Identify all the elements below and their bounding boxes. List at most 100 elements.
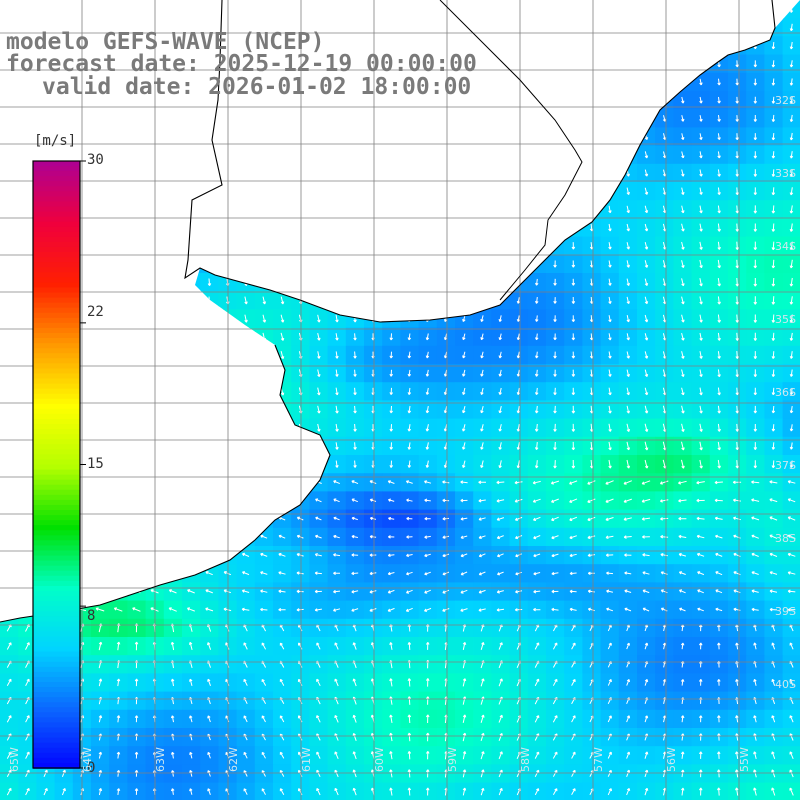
speed-cell bbox=[254, 236, 274, 256]
wind-arrow bbox=[95, 571, 105, 575]
speed-cell bbox=[109, 527, 128, 547]
speed-cell bbox=[455, 127, 474, 147]
speed-cell bbox=[254, 491, 274, 511]
wind-arrow bbox=[407, 168, 411, 178]
wind-arrow bbox=[280, 405, 285, 414]
wind-arrow bbox=[443, 168, 448, 178]
wind-arrow bbox=[425, 150, 430, 160]
speed-cell bbox=[309, 273, 329, 292]
wind-arrow bbox=[589, 114, 594, 123]
wind-arrow bbox=[207, 114, 212, 123]
wind-arrow bbox=[116, 278, 120, 286]
wind-arrow bbox=[244, 169, 248, 177]
wind-arrow bbox=[262, 442, 267, 450]
wind-arrow bbox=[7, 460, 11, 468]
wind-arrow bbox=[589, 96, 594, 104]
speed-cell bbox=[109, 455, 128, 474]
speed-cell bbox=[236, 382, 256, 401]
speed-cell bbox=[127, 254, 147, 274]
wind-arrow bbox=[262, 224, 266, 232]
colorbar-tick-15: 15 bbox=[87, 456, 104, 472]
wind-arrow bbox=[262, 5, 266, 13]
speed-cell bbox=[546, 218, 565, 238]
speed-cell bbox=[400, 200, 420, 219]
speed-cell bbox=[182, 291, 201, 310]
speed-cell bbox=[273, 455, 292, 474]
wind-arrow bbox=[571, 151, 576, 159]
wind-arrow bbox=[589, 41, 594, 50]
wind-arrow bbox=[317, 169, 321, 177]
speed-cell bbox=[200, 200, 219, 219]
wind-arrow bbox=[589, 78, 594, 86]
colorbar-segment bbox=[33, 499, 80, 506]
wind-arrow bbox=[498, 132, 502, 141]
wind-arrow bbox=[132, 480, 141, 485]
speed-cell bbox=[200, 236, 219, 256]
wind-arrow bbox=[571, 41, 576, 50]
speed-cell bbox=[91, 236, 110, 256]
speed-cell bbox=[91, 509, 110, 529]
wind-arrow bbox=[626, 60, 630, 68]
wind-arrow bbox=[189, 278, 193, 286]
wind-arrow bbox=[280, 205, 285, 214]
wind-arrow bbox=[171, 242, 175, 250]
wind-arrow bbox=[171, 114, 175, 123]
wind-arrow bbox=[443, 23, 448, 32]
wind-arrow bbox=[681, 5, 685, 13]
wind-arrow bbox=[207, 405, 212, 414]
speed-cell bbox=[600, 54, 620, 74]
speed-cell bbox=[273, 254, 292, 274]
speed-cell bbox=[364, 200, 383, 219]
colorbar-segment bbox=[33, 353, 80, 360]
speed-cell bbox=[382, 273, 401, 292]
speed-cell bbox=[236, 127, 256, 147]
speed-cell bbox=[0, 345, 19, 365]
wind-arrow bbox=[98, 278, 102, 286]
wind-arrow bbox=[516, 41, 521, 50]
colorbar-segment bbox=[33, 752, 80, 759]
speed-cell bbox=[400, 273, 420, 292]
speed-cell bbox=[364, 254, 383, 274]
wind-arrow bbox=[7, 260, 11, 268]
wind-arrow bbox=[480, 114, 484, 123]
speed-cell bbox=[254, 0, 274, 19]
wind-arrow bbox=[425, 278, 430, 286]
wind-arrow bbox=[553, 41, 557, 50]
wind-arrow bbox=[152, 260, 157, 268]
wind-arrow bbox=[116, 369, 120, 377]
wind-arrow bbox=[389, 223, 393, 232]
wind-arrow bbox=[480, 5, 484, 13]
wind-arrow bbox=[134, 405, 138, 414]
wind-arrow bbox=[5, 480, 13, 485]
wind-arrow bbox=[534, 260, 539, 268]
wind-arrow bbox=[278, 498, 286, 503]
wind-arrow bbox=[134, 132, 138, 141]
colorbar-segment bbox=[33, 494, 80, 501]
wind-arrow bbox=[134, 369, 138, 378]
speed-cell bbox=[54, 0, 74, 19]
speed-cell bbox=[746, 0, 765, 19]
wind-arrow bbox=[207, 369, 212, 378]
wind-arrow bbox=[335, 187, 339, 196]
wind-arrow bbox=[7, 333, 11, 341]
speed-cell bbox=[491, 236, 511, 256]
wind-arrow bbox=[25, 77, 29, 87]
speed-cell bbox=[163, 200, 183, 219]
speed-cell bbox=[382, 0, 401, 19]
wind-arrow bbox=[187, 480, 195, 485]
wind-arrow bbox=[608, 169, 612, 177]
wind-arrow bbox=[735, 42, 739, 50]
speed-cell bbox=[527, 127, 547, 147]
wind-arrow bbox=[498, 223, 502, 232]
speed-cell bbox=[400, 182, 420, 201]
wind-arrow bbox=[116, 114, 120, 123]
speed-cell bbox=[418, 163, 438, 183]
speed-cell bbox=[109, 182, 128, 201]
wind-arrow bbox=[389, 150, 393, 160]
colorbar-segment bbox=[33, 697, 80, 704]
wind-arrow bbox=[244, 460, 248, 469]
longitude-label: 55W bbox=[738, 747, 751, 772]
speed-cell bbox=[127, 345, 147, 365]
speed-cell bbox=[91, 491, 110, 511]
speed-cell bbox=[91, 0, 110, 19]
